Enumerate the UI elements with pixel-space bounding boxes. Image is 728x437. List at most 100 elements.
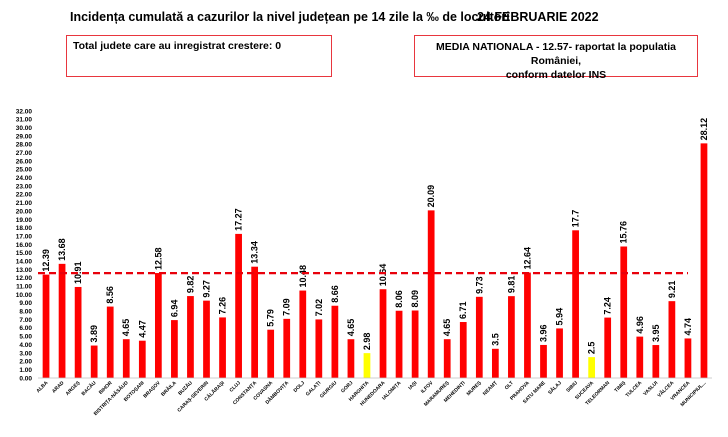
value-label: 5.94 — [555, 308, 565, 326]
y-tick-label: 6.00 — [19, 325, 32, 332]
value-label: 4.47 — [137, 320, 147, 338]
value-label: 6.71 — [458, 301, 468, 319]
value-label: 12.58 — [153, 248, 163, 271]
bar — [219, 317, 226, 378]
category-label: MUREȘ — [466, 380, 483, 397]
y-tick-label: 30.00 — [16, 125, 33, 132]
y-tick-label: 31.00 — [16, 117, 33, 124]
category-label: TULCEA — [625, 380, 644, 399]
total-growth-box: Total judete care au inregistrat crester… — [66, 35, 332, 77]
y-tick-label: 7.00 — [19, 317, 32, 324]
y-tick-label: 16.00 — [16, 242, 33, 249]
value-label: 12.39 — [41, 249, 51, 272]
bar — [459, 322, 467, 378]
value-label: 7.26 — [218, 297, 228, 315]
y-tick-label: 20.00 — [16, 208, 33, 215]
bar — [74, 286, 82, 378]
bar — [443, 339, 451, 378]
y-tick-label: 15.00 — [16, 250, 33, 257]
y-tick-label: 28.00 — [16, 142, 33, 149]
y-tick-label: 19.00 — [16, 217, 33, 224]
category-label: NEAMȚ — [482, 380, 499, 397]
y-tick-label: 1.00 — [19, 367, 32, 374]
bar — [267, 329, 275, 378]
bar — [636, 336, 644, 378]
category-label: GIURGIU — [319, 380, 339, 400]
y-tick-label: 10.00 — [16, 292, 33, 299]
y-tick-label: 8.00 — [19, 309, 32, 316]
value-label: 9.21 — [667, 281, 677, 299]
bar — [106, 306, 114, 378]
bar — [235, 233, 242, 378]
value-label: 2.98 — [362, 333, 372, 351]
chart-title: Incidența cumulată a cazurilor la nivel … — [70, 10, 510, 24]
category-label: BACĂU — [80, 379, 98, 397]
value-label: 10.64 — [378, 264, 388, 287]
bar — [363, 353, 371, 378]
bar — [122, 339, 130, 378]
value-label: 5.79 — [266, 309, 276, 327]
category-label: SIBIU — [565, 380, 579, 394]
value-label: 28.12 — [699, 118, 709, 141]
value-label: 8.06 — [394, 290, 404, 308]
bar — [347, 339, 355, 378]
bar — [283, 318, 291, 378]
y-tick-label: 24.00 — [16, 175, 33, 182]
value-label: 8.66 — [330, 285, 340, 303]
value-label: 13.68 — [57, 238, 67, 261]
bar — [299, 290, 307, 378]
value-label: 12.64 — [522, 247, 532, 270]
value-label: 4.65 — [346, 319, 356, 337]
value-label: 3.5 — [490, 333, 500, 346]
bar — [652, 345, 660, 378]
y-tick-label: 25.00 — [16, 167, 33, 174]
bar — [171, 320, 178, 378]
bar — [331, 305, 339, 378]
bar — [379, 289, 387, 378]
value-label: 3.96 — [539, 324, 549, 342]
y-tick-label: 0.00 — [19, 375, 32, 382]
value-label: 9.81 — [506, 276, 516, 294]
value-label: 3.95 — [651, 325, 661, 343]
bar — [411, 310, 419, 378]
value-label: 20.09 — [426, 185, 436, 208]
report-date: 24 FEBRUARIE 2022 — [477, 10, 599, 24]
value-label: 4.65 — [121, 319, 131, 337]
national-average-line1: MEDIA NATIONALA - 12.57- raportat la pop… — [436, 41, 676, 67]
y-tick-label: 32.00 — [16, 108, 33, 115]
y-tick-label: 9.00 — [19, 300, 32, 307]
value-label: 10.48 — [298, 265, 308, 288]
bar — [588, 357, 596, 378]
bar — [508, 296, 515, 378]
category-label: OLT — [504, 380, 515, 391]
value-label: 8.09 — [410, 290, 420, 308]
value-label: 3.89 — [89, 325, 99, 343]
value-label: 9.27 — [202, 280, 212, 298]
value-label: 10.91 — [73, 261, 83, 284]
y-tick-label: 21.00 — [16, 200, 33, 207]
y-tick-label: 22.00 — [16, 192, 33, 199]
value-label: 17.27 — [234, 208, 244, 231]
value-label: 2.5 — [587, 342, 597, 355]
y-tick-label: 13.00 — [16, 267, 33, 274]
bar — [620, 246, 628, 378]
y-tick-label: 14.00 — [16, 258, 33, 265]
bar — [90, 345, 98, 378]
value-label: 13.34 — [250, 241, 260, 264]
total-growth-label: Total judete care au inregistrat crester… — [73, 40, 282, 52]
y-tick-label: 18.00 — [16, 225, 33, 232]
value-label: 4.65 — [442, 319, 452, 337]
bar — [556, 328, 563, 378]
y-tick-label: 2.00 — [19, 359, 32, 366]
bar — [154, 273, 162, 378]
y-tick-label: 11.00 — [16, 284, 32, 291]
bar — [203, 300, 210, 378]
value-label: 6.94 — [169, 300, 179, 318]
bar — [475, 296, 483, 378]
value-label: 7.24 — [603, 297, 613, 315]
y-tick-label: 23.00 — [16, 183, 33, 190]
value-label: 7.09 — [282, 298, 292, 316]
national-average-box: MEDIA NATIONALA - 12.57- raportat la pop… — [414, 35, 698, 81]
category-label: ALBA — [35, 380, 49, 394]
